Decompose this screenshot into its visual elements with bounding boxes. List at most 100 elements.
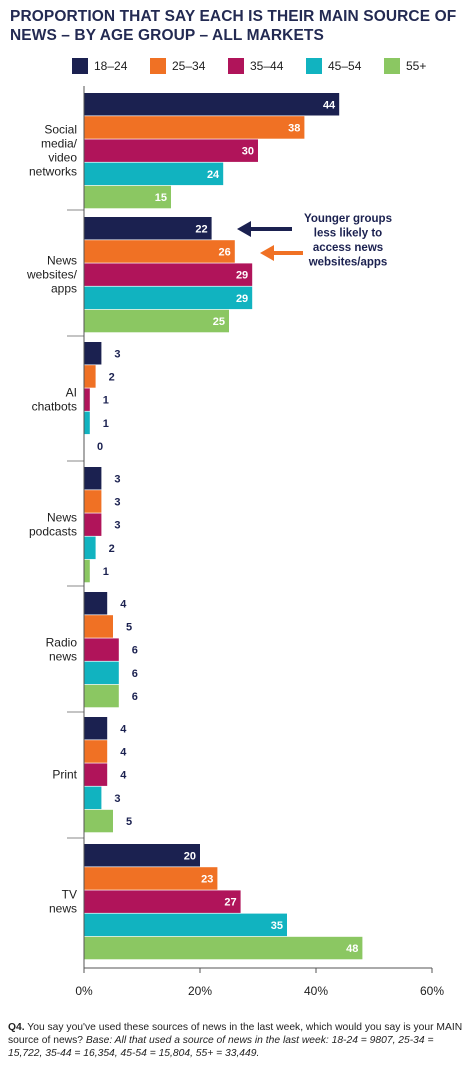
legend-swatch: [150, 58, 166, 74]
data-label: 3: [114, 473, 120, 485]
data-label: 26: [219, 246, 231, 258]
bar: [84, 185, 171, 209]
legend-swatch: [72, 58, 88, 74]
bar: [84, 592, 108, 615]
bar: [84, 217, 212, 240]
chart-title: PROPORTION THAT SAY EACH IS THEIR MAIN S…: [10, 8, 457, 44]
legend-label: 35–44: [250, 59, 284, 73]
bar: [84, 93, 340, 116]
category-label: AI chatbots: [32, 386, 77, 414]
bar: [84, 365, 96, 388]
bar: [84, 936, 363, 960]
bar: [84, 342, 102, 365]
data-label: 2: [109, 371, 115, 383]
data-label: 4: [120, 770, 127, 782]
bar: [84, 162, 224, 186]
category-label: Social media/video networks: [29, 123, 78, 179]
bar: [84, 913, 287, 937]
data-label: 27: [224, 897, 236, 909]
bar: [84, 559, 90, 583]
bar: [84, 717, 108, 740]
x-tick-label: 40%: [304, 984, 328, 998]
annotation-arrowhead: [260, 245, 274, 261]
footnote-question-label: Q4.: [8, 1022, 25, 1033]
data-label: 29: [236, 270, 248, 282]
data-label: 3: [114, 520, 120, 532]
bar: [84, 513, 102, 536]
bar: [84, 240, 235, 263]
bar: [84, 890, 241, 913]
category-label: Print: [52, 768, 77, 782]
bar: [84, 638, 119, 661]
bar: [84, 844, 200, 867]
data-label: 44: [323, 99, 336, 111]
data-label: 1: [103, 395, 109, 407]
data-label: 23: [201, 873, 213, 885]
bar: [84, 740, 108, 763]
legend-item: 18–24: [72, 58, 127, 74]
legend-item: 25–34: [150, 58, 205, 74]
data-label: 6: [132, 691, 138, 703]
footnote: Q4. You say you've used these sources of…: [8, 1021, 470, 1060]
data-label: 30: [242, 146, 254, 158]
category-label: News websites/apps: [26, 254, 78, 296]
footnote-base: Base: All that used a source of news in …: [8, 1035, 434, 1059]
bar: [84, 116, 305, 139]
bar: [84, 615, 113, 638]
bar: [84, 309, 229, 333]
data-label: 29: [236, 293, 248, 305]
data-label: 0: [97, 441, 103, 453]
legend-swatch: [384, 58, 400, 74]
data-label: 3: [114, 348, 120, 360]
data-label: 4: [120, 598, 127, 610]
bar: [84, 139, 258, 162]
legend-label: 25–34: [172, 59, 206, 73]
bar: [84, 786, 102, 810]
data-label: 4: [120, 746, 127, 758]
data-label: 6: [132, 645, 138, 657]
annotation-text: Younger groups less likely to access news w…: [304, 213, 392, 269]
bar: [84, 263, 253, 286]
data-label: 1: [103, 566, 109, 578]
x-tick-label: 0%: [75, 984, 93, 998]
data-label: 3: [114, 496, 120, 508]
data-label: 15: [155, 192, 167, 204]
category-label: Radio news: [46, 636, 78, 664]
data-label: 24: [207, 169, 220, 181]
category-label: TV news: [49, 888, 77, 916]
bar: [84, 286, 253, 310]
annotation-arrowhead: [237, 221, 251, 237]
bar: [84, 467, 102, 490]
x-tick-label: 20%: [188, 984, 212, 998]
data-label: 20: [184, 850, 196, 862]
data-label: 1: [103, 418, 109, 430]
legend-label: 55+: [406, 59, 427, 73]
bar: [84, 809, 113, 833]
bar: [84, 536, 96, 560]
legend-label: 45–54: [328, 59, 362, 73]
legend-swatch: [228, 58, 244, 74]
data-label: 5: [126, 816, 132, 828]
legend-label: 18–24: [94, 59, 128, 73]
data-label: 4: [120, 723, 127, 735]
data-label: 48: [346, 943, 358, 955]
data-label: 3: [114, 793, 120, 805]
bar: [84, 684, 119, 708]
data-label: 5: [126, 621, 132, 633]
bar: [84, 411, 90, 435]
legend-item: 55+: [384, 58, 426, 74]
legend-item: 35–44: [228, 58, 283, 74]
bar: [84, 763, 108, 786]
bar: [84, 490, 102, 513]
legend-item: 45–54: [306, 58, 361, 74]
footnote-question: You say you've used these sources of new…: [8, 1022, 463, 1046]
data-label: 2: [109, 543, 115, 555]
bar: [84, 388, 90, 411]
legend: 18–24 25–34 35–44 45–54 55+: [0, 58, 476, 78]
data-label: 25: [213, 316, 225, 328]
data-label: 35: [271, 920, 283, 932]
bar: [84, 867, 218, 890]
data-label: 6: [132, 668, 138, 680]
data-label: 22: [195, 223, 207, 235]
